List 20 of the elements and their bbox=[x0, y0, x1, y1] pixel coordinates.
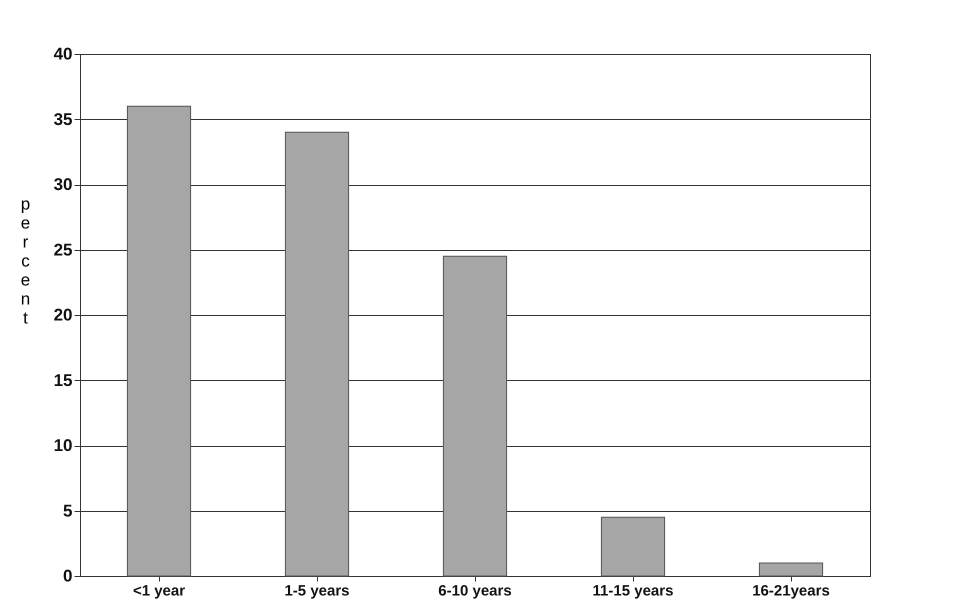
y-tick-label: 25 bbox=[54, 240, 72, 260]
y-tick-label: 0 bbox=[63, 566, 72, 586]
x-tick-label: 6-10 years bbox=[438, 582, 512, 600]
bar bbox=[126, 106, 192, 576]
bar bbox=[284, 132, 350, 576]
y-tick-label: 5 bbox=[63, 501, 72, 520]
x-tick-label: <1 year bbox=[132, 582, 186, 600]
bar bbox=[600, 516, 666, 576]
x-tick-label: 16-21years bbox=[752, 582, 830, 600]
y-axis-title: percent bbox=[20, 194, 30, 328]
bar bbox=[442, 256, 508, 576]
bar bbox=[758, 562, 824, 576]
y-tick-label: 30 bbox=[54, 175, 72, 194]
y-tick-label: 15 bbox=[54, 370, 72, 390]
x-tick-label: 1-5 years bbox=[284, 582, 350, 600]
y-tick-label: 20 bbox=[54, 306, 72, 324]
y-tick-label: 40 bbox=[54, 44, 72, 64]
y-tick-label: 35 bbox=[54, 110, 72, 129]
y-tick-label: 10 bbox=[54, 436, 72, 455]
x-tick-label: 11-15 years bbox=[592, 582, 674, 600]
